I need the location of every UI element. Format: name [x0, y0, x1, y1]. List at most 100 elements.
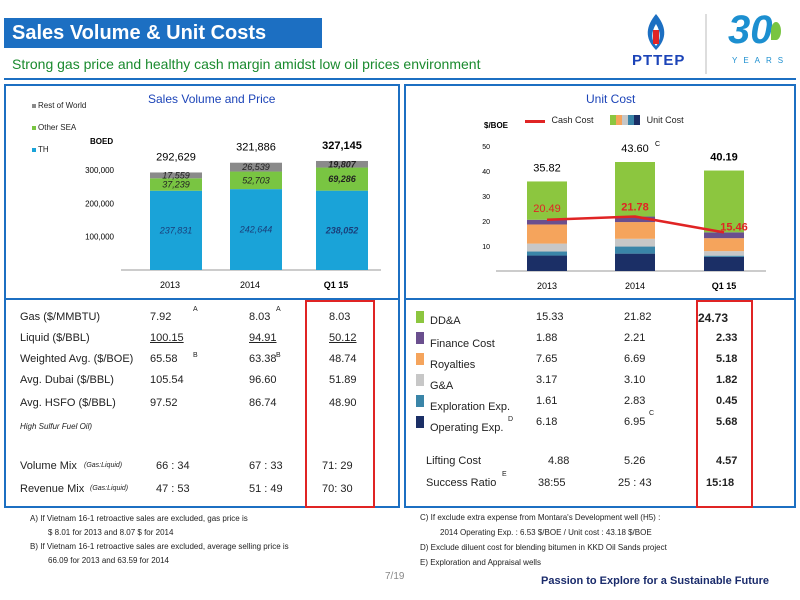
value-2014: 96.60 — [249, 374, 277, 386]
pttep-flame-icon — [647, 14, 707, 74]
value-2014: 21.82 — [624, 311, 652, 323]
value-q1-15: 48.90 — [329, 397, 357, 409]
sales-total-label: 292,629 — [156, 151, 196, 163]
anniversary-word: YEARS — [732, 56, 790, 65]
cost-swatch — [416, 332, 424, 344]
value-2013: 97.52 — [150, 397, 178, 409]
cost-bar-finance-cost — [527, 219, 567, 225]
cost-y-tick: 50 — [482, 144, 490, 151]
mix-row: Revenue Mix (Gas:Liquid) 47 : 53 51 : 49 70:… — [18, 483, 398, 501]
sales-bar-label: 52,703 — [242, 175, 270, 185]
price-table: Gas ($/MMBTU) 7.92 A 8.03 A 8.03 Liquid ($/BBL… — [18, 305, 398, 505]
value-2014: 51 : 49 — [249, 483, 283, 495]
value-2014: 67 : 33 — [249, 460, 283, 472]
anniversary-number: 30 — [728, 8, 773, 52]
lifting-cost-row: Lifting Cost 4.88 5.26 4.57 — [414, 455, 794, 473]
row-marker: D — [508, 416, 514, 423]
sales-y-tick: 200,000 — [85, 199, 114, 208]
legend-cash-cost: Cash Cost — [551, 115, 594, 126]
cost-total-marker: C — [655, 141, 660, 148]
cost-bar-g-a — [527, 243, 567, 252]
sales-bar-rest-of-world — [150, 172, 202, 179]
sales-bar-label: 17,559 — [162, 170, 190, 180]
cost-bar-exploration-exp- — [527, 251, 567, 256]
value-q1-15: 1.82 — [716, 374, 738, 386]
price-row: Gas ($/MMBTU) 7.92 A 8.03 A 8.03 — [18, 306, 398, 329]
value-q1-15: 71: 29 — [322, 460, 353, 472]
value-q1-15: 0.45 — [716, 395, 738, 407]
value-2014: 6.69 — [624, 353, 646, 365]
value-2013: 105.54 — [150, 374, 184, 386]
value-2014: 6.95 — [624, 416, 646, 428]
marker-2013: B — [193, 352, 198, 359]
cost-row-label: Operating Exp. — [430, 422, 504, 434]
cost-legend: Cash Cost Unit Cost — [525, 115, 684, 127]
cost-bar-exploration-exp- — [704, 255, 744, 257]
value-q1-15: 8.03 — [329, 311, 351, 323]
sales-bar-th — [316, 190, 368, 270]
cost-swatch — [416, 416, 424, 428]
cost-y-tick: 40 — [482, 169, 490, 176]
marker-2014: B — [276, 352, 281, 359]
cost-row: DD&A 15.33 21.82 24.73 — [414, 311, 794, 333]
value-2013: 100.15 — [150, 332, 184, 344]
right-panel — [404, 84, 796, 508]
sales-bar-th — [150, 190, 202, 270]
sales-bar-label: 69,286 — [328, 174, 357, 184]
mix-label: Volume Mix — [20, 460, 77, 472]
unit-cost-chart-title: Unit Cost — [586, 92, 636, 106]
value-2013: 7.65 — [536, 353, 558, 365]
cost-bar-finance-cost — [704, 232, 744, 239]
price-row-label: Weighted Avg. ($/BOE) — [20, 353, 134, 365]
cost-total-label: 35.82 — [533, 162, 561, 174]
sales-chart-title: Sales Volume and Price — [148, 92, 276, 106]
value-q1-15: 5.18 — [716, 353, 738, 365]
cost-y-tick: 10 — [482, 244, 490, 251]
value-2014: 5.26 — [624, 455, 646, 467]
footer-tagline: Passion to Explore for a Sustainable Fut… — [541, 575, 769, 587]
cost-bar-operating-exp- — [704, 256, 744, 271]
cost-bar-operating-exp- — [527, 255, 567, 271]
value-2013: 6.18 — [536, 416, 558, 428]
sales-bar-label: 19,807 — [328, 159, 357, 169]
row-marker: E — [502, 471, 507, 478]
price-row: Avg. Dubai ($/BBL) 105.54 96.60 51.89 — [18, 374, 398, 392]
cost-bar-royalties — [527, 224, 567, 244]
marker-2013: A — [193, 306, 198, 313]
price-row-label: Gas ($/MMBTU) — [20, 311, 101, 323]
brand-name: PTTEP — [632, 52, 686, 69]
sales-bar-rest-of-world — [230, 162, 282, 172]
value-2014: 94.91 — [249, 332, 277, 344]
value-2013: 47 : 53 — [156, 483, 190, 495]
sales-bar-label: 37,239 — [162, 180, 190, 190]
value-2013: 4.88 — [548, 455, 570, 467]
sales-total-label: 327,145 — [322, 140, 362, 152]
price-row-label: Avg. Dubai ($/BBL) — [20, 374, 114, 386]
mix-sub: (Gas:Liquid) — [90, 485, 129, 492]
cost-row-label: Finance Cost — [430, 338, 495, 350]
sales-x-tick: 2013 — [160, 280, 180, 290]
cost-y-tick: 30 — [482, 194, 490, 201]
cost-total-label: 40.19 — [710, 152, 738, 164]
cost-row: Royalties 7.65 6.69 5.18 — [414, 353, 794, 375]
value-2014: 8.03 — [249, 311, 271, 323]
sales-y-tick: 300,000 — [85, 166, 114, 175]
mix-sub: (Gas:Liquid) — [84, 462, 123, 469]
cost-bar-g-a — [704, 251, 744, 256]
sales-bar-rest-of-world — [316, 160, 368, 168]
cost-total-label: 43.60 — [621, 143, 649, 155]
value-2014: 3.10 — [624, 374, 646, 386]
page-number: 7/19 — [385, 571, 405, 582]
leaf-icon — [771, 22, 781, 40]
cost-swatch — [416, 395, 424, 407]
sales-bar-other-sea — [150, 178, 202, 191]
notes-right: C) If exclude extra expense from Montara… — [420, 513, 667, 567]
legend-unit-cost-swatches — [610, 115, 641, 127]
cost-y-tick: 20 — [482, 219, 490, 226]
legend-cash-cost-line — [525, 119, 545, 123]
sales-legend: Rest of World Other SEA TH — [32, 95, 86, 161]
row-label: Lifting Cost — [426, 455, 482, 467]
q1-highlight-left — [305, 300, 375, 508]
notes-left: A) If Vietnam 16-1 retroactive sales are… — [30, 514, 289, 565]
cost-row-label: Exploration Exp. — [430, 401, 511, 413]
